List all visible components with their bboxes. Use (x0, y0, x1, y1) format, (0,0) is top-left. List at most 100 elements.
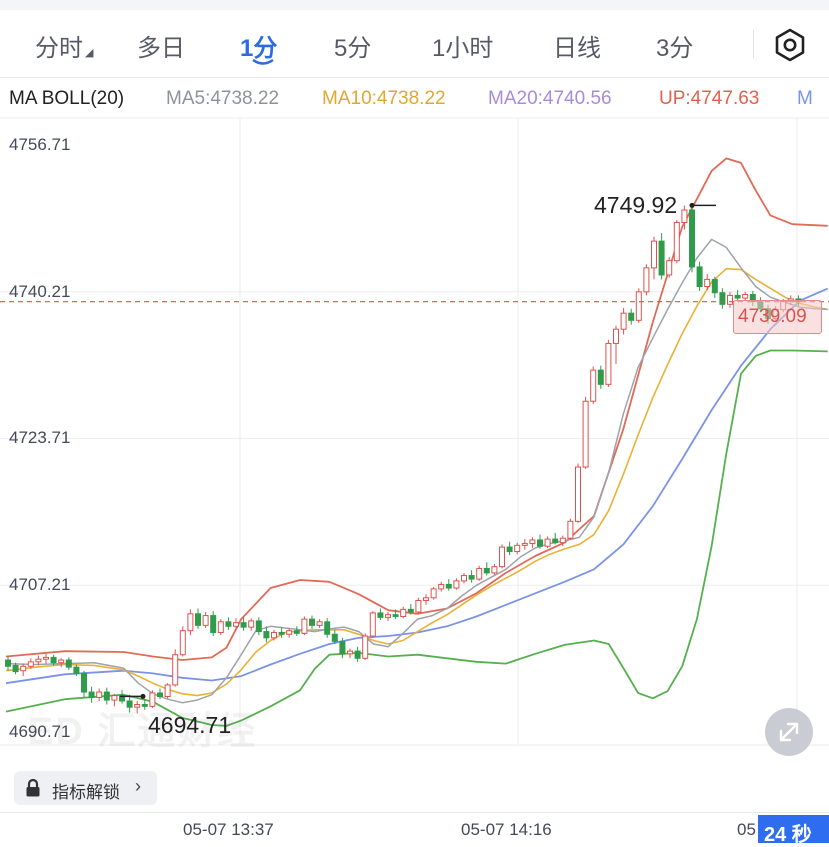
high-price-label: 4749.92 (594, 192, 678, 218)
tab-1hour[interactable]: 1小时 (432, 35, 494, 62)
caret-down-icon: ◢ (85, 47, 94, 59)
candle-body (103, 691, 110, 701)
candle-body (354, 650, 361, 659)
legend-up: UP:4747.63 (659, 88, 760, 109)
candle-body (582, 400, 589, 468)
settings-hexagon-icon[interactable] (772, 27, 808, 63)
candle-body (453, 580, 460, 589)
candle-body (711, 278, 718, 294)
candle-body (423, 597, 429, 601)
candle-body (651, 240, 657, 269)
candle-body (537, 539, 543, 547)
x-axis-divider (0, 812, 829, 813)
candle-body (590, 369, 597, 402)
last-price-tag: 4739.09 (733, 300, 822, 334)
ma20-line (5, 287, 829, 685)
candle-body (552, 538, 559, 544)
last-price-value: 4739.09 (738, 306, 807, 327)
chart-marks (0, 202, 829, 699)
candle-body (179, 630, 186, 656)
y-axis-label: 4723.71 (9, 428, 71, 447)
legend-overflow: M (797, 88, 813, 109)
candle-body (96, 691, 103, 698)
candle-body (666, 260, 673, 276)
x-axis-label: 05 (737, 820, 756, 839)
candle-body (521, 543, 528, 546)
expand-button[interactable] (765, 708, 813, 756)
candle-body (164, 684, 171, 698)
legend-ma5: MA5:4738.22 (166, 88, 280, 109)
watermark-logo: ED 汇通财经 (28, 711, 258, 753)
candle-body (499, 546, 505, 568)
unlock-indicator-button[interactable]: 指标解锁 › (14, 771, 157, 805)
candle-body (88, 691, 95, 698)
candle-body (58, 659, 65, 664)
candle-body (278, 631, 285, 635)
legend-indicator-name: MA BOLL(20) (9, 88, 125, 109)
candle-body (50, 656, 57, 664)
candle-body (658, 240, 665, 276)
x-axis-label: 05-07 13:37 (183, 820, 274, 839)
candle-body (635, 291, 642, 321)
candle-body (233, 622, 239, 627)
candle-body (187, 613, 194, 632)
candle-body (628, 312, 635, 321)
candle-body (331, 633, 338, 642)
candle-body (309, 618, 315, 626)
tabs-bottom-divider (0, 77, 829, 78)
indicator-legend[interactable]: MA BOLL(20) MA5:4738.22 MA10:4738.22 MA2… (0, 84, 829, 114)
candle-body (483, 567, 490, 574)
candle-body (613, 328, 619, 344)
boll-upper-line (5, 157, 828, 661)
candle-body (81, 672, 87, 693)
candle-body (369, 612, 376, 637)
candle-body (430, 588, 437, 599)
candle-body (476, 567, 483, 580)
candle-body (347, 650, 353, 655)
tab-fenshi[interactable]: 分时 ◢ (35, 28, 93, 63)
tab-3min[interactable]: 3分 (656, 35, 694, 62)
top-strip (0, 0, 829, 10)
candle-body (567, 520, 574, 539)
candle-body (689, 209, 695, 268)
candle-body (20, 665, 27, 672)
candle-body (12, 664, 19, 673)
candle-body (5, 659, 11, 667)
legend-ma10: MA10:4738.22 (322, 88, 446, 109)
tab-duori[interactable]: 多日 (137, 35, 185, 62)
candle-body (27, 661, 34, 667)
tab-1min[interactable]: 1分 (240, 35, 278, 62)
candle-body (544, 538, 551, 547)
unlock-label: 指标解锁 (52, 783, 120, 802)
y-axis-label: 4690.71 (9, 722, 71, 741)
tab-label: 分时 (35, 35, 83, 62)
indicator-lines (5, 157, 829, 727)
y-axis-label: 4707.21 (9, 575, 71, 594)
tab-daily[interactable]: 日线 (553, 35, 601, 62)
candle-body (742, 294, 749, 299)
candle-body (195, 613, 201, 626)
candle-body (377, 612, 384, 618)
x-axis-label: 05-07 14:16 (461, 820, 552, 839)
candle-body (719, 292, 726, 305)
candle-body (392, 614, 399, 617)
candle-body (385, 614, 391, 618)
candle-body (438, 583, 445, 590)
candle-body (407, 608, 414, 613)
candle-body (240, 622, 247, 628)
candle-body (362, 635, 369, 659)
candle-body (620, 312, 627, 330)
candle-body (400, 608, 407, 617)
candle-body (575, 466, 581, 522)
candle-body (210, 615, 217, 633)
candle-body (43, 656, 49, 660)
candle-body (225, 621, 232, 627)
candle-body (35, 658, 42, 663)
tab-5min[interactable]: 5分 (334, 35, 372, 62)
candle-body (111, 695, 118, 701)
candle-body (514, 544, 521, 553)
candle-body (445, 583, 452, 589)
expand-icon (779, 722, 799, 742)
countdown-badge: 24 秒 (758, 815, 829, 846)
